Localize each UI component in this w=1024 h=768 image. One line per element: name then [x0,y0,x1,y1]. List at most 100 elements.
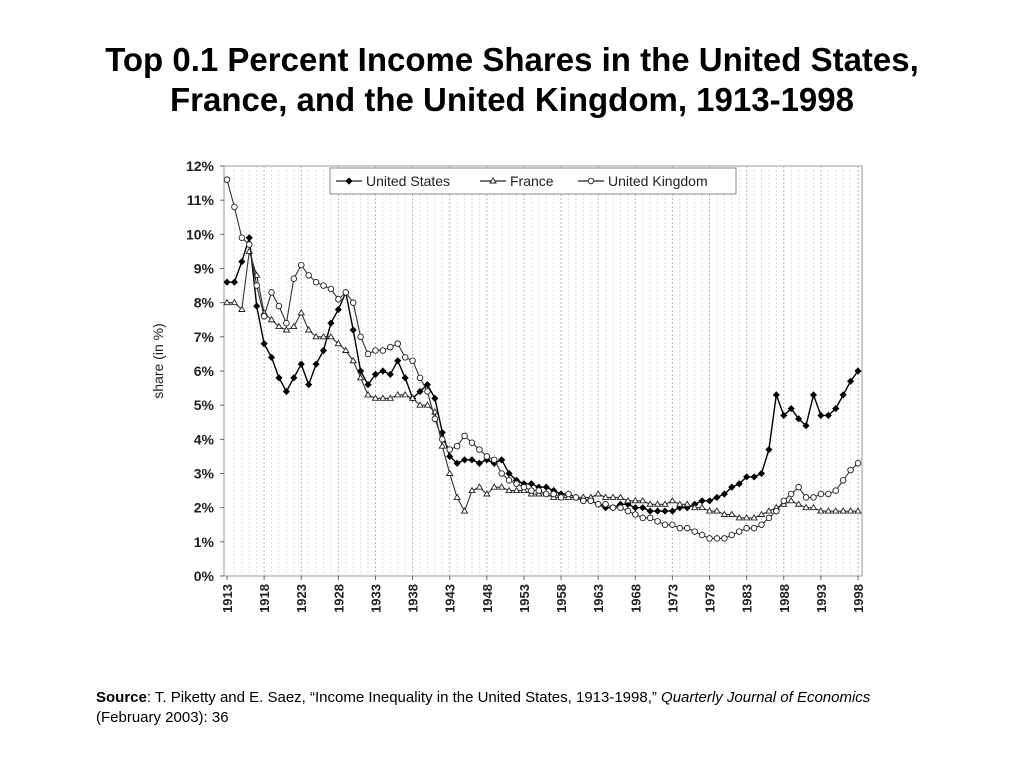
point-united-kingdom [832,487,839,494]
point-united-kingdom [476,446,483,453]
point-united-kingdom [394,340,401,347]
point-united-kingdom [409,357,416,365]
point-united-kingdom [528,487,535,494]
point-united-kingdom [305,272,312,279]
point-united-states [780,411,788,419]
y-tick-label: 7% [194,329,215,345]
point-france [453,493,461,500]
point-france [379,394,387,401]
point-united-states [275,374,283,382]
point-united-kingdom [275,302,283,310]
point-united-kingdom [424,388,431,395]
legend-label-united-states: United States [366,173,450,189]
series-line-france [227,251,858,519]
point-france [839,507,847,514]
point-united-states [253,302,261,310]
point-united-kingdom [283,319,290,327]
point-united-states [527,480,535,488]
point-united-states [542,483,550,491]
y-tick-label: 5% [194,397,215,413]
point-united-kingdom [854,460,862,467]
x-tick-label: 1918 [257,584,272,613]
point-france [668,496,677,504]
x-tick-label: 1988 [777,584,792,613]
y-tick-label: 12% [186,158,215,174]
point-united-kingdom [520,483,528,491]
point-france [386,394,395,401]
point-france [646,500,654,507]
point-united-states [720,490,728,498]
point-united-states [290,374,298,382]
point-france [824,507,833,514]
point-france [238,305,246,312]
point-united-kingdom [780,497,788,505]
point-united-kingdom [231,203,238,211]
point-united-kingdom [580,497,587,505]
point-united-kingdom [632,511,639,518]
y-tick-label: 3% [194,466,215,482]
legend-label-france: France [510,173,554,189]
point-united-states [809,391,818,399]
point-france [690,503,699,511]
y-axis-title: share (in %) [150,323,166,398]
point-united-states [319,346,328,355]
point-united-states [757,469,766,478]
point-united-kingdom [253,282,260,289]
point-united-kingdom [572,494,580,501]
y-tick-label: 4% [194,431,215,447]
point-united-kingdom [802,494,810,501]
point-france [364,391,372,398]
point-united-kingdom [461,432,468,440]
point-france [802,503,810,511]
point-united-kingdom [624,507,632,515]
slide-title: Top 0.1 Percent Income Shares in the Uni… [0,40,1024,120]
slide-title-line-1: Top 0.1 Percent Income Shares in the Uni… [105,41,919,78]
point-france [638,496,647,504]
x-tick-label: 1973 [665,584,680,613]
point-united-kingdom [646,514,654,522]
point-united-kingdom [765,514,773,522]
point-united-states [668,507,676,515]
x-tick-label: 1928 [331,584,346,613]
series-line-united-kingdom [226,179,859,539]
point-united-states [787,405,795,413]
point-france [713,507,721,514]
point-france [624,496,632,504]
point-united-kingdom [387,343,394,351]
point-united-kingdom [342,289,350,296]
point-united-kingdom [535,487,543,494]
point-france [505,486,513,494]
point-united-states [653,507,662,515]
point-france [393,391,402,398]
point-france [438,442,447,449]
point-united-kingdom [439,436,446,443]
point-united-states [267,353,276,361]
point-united-kingdom [839,477,847,484]
point-united-kingdom [817,490,825,498]
point-france [349,356,357,364]
point-united-kingdom [320,282,327,289]
point-united-states [817,411,825,419]
point-united-kingdom [691,528,698,535]
slide-title-line-2: France, and the United Kingdom, 1913-199… [169,81,854,118]
point-united-kingdom [246,241,253,248]
point-united-states [453,459,461,467]
point-united-states [349,326,357,334]
point-united-states [379,367,387,375]
point-united-states [245,234,253,242]
point-france [757,510,766,517]
point-france [460,507,469,514]
point-united-states [364,381,372,389]
point-france [408,394,417,401]
point-united-states [639,504,647,512]
point-united-states [854,367,862,375]
point-france [267,315,276,323]
x-tick-label: 1938 [406,584,421,613]
point-france [846,507,855,514]
source-text-1: : T. Piketty and E. Saez, “Income Inequa… [146,689,662,706]
point-united-kingdom [401,354,409,361]
x-tick-label: 1983 [740,584,755,613]
point-united-kingdom [587,497,595,505]
point-france [356,373,365,381]
point-united-kingdom [654,518,661,525]
